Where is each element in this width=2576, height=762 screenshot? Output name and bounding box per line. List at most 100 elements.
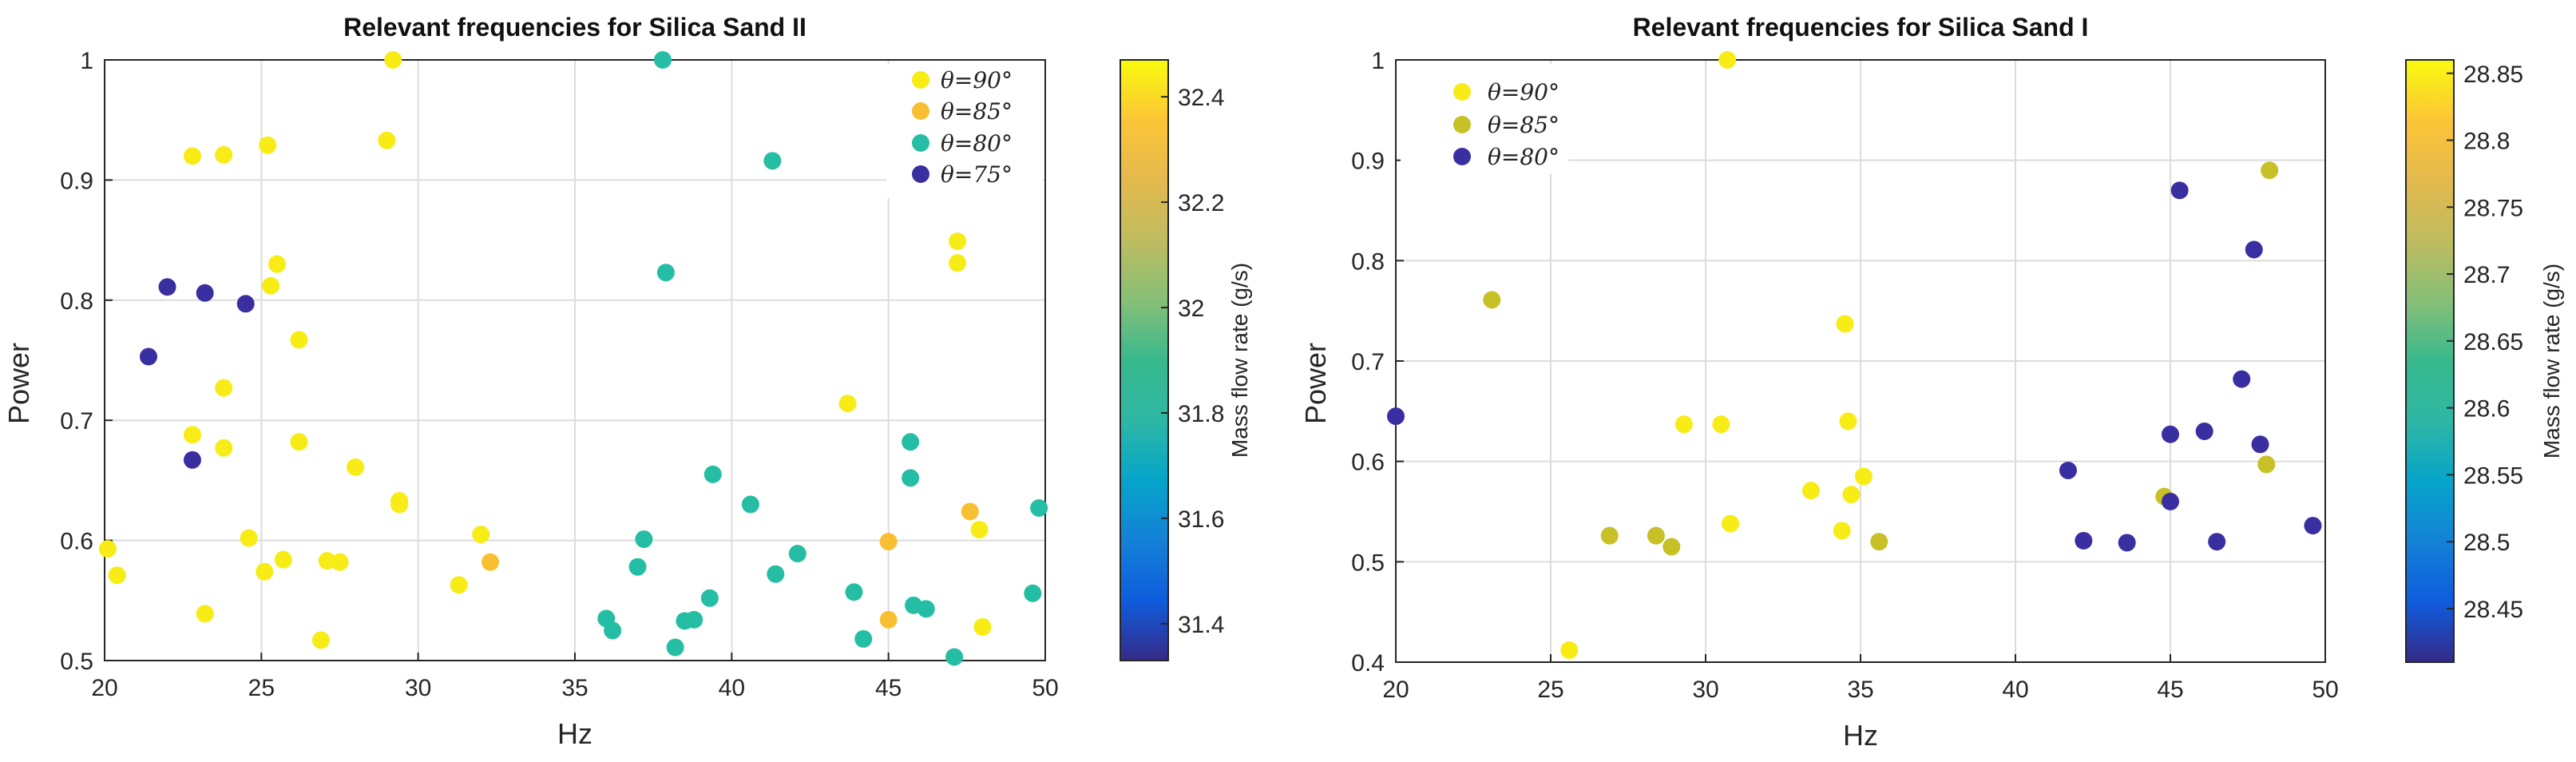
colorbar-tick-label: 28.5: [2463, 530, 2510, 556]
data-point: [196, 284, 214, 302]
y-tick-label: 0.7: [60, 408, 93, 435]
series-4: [139, 278, 255, 469]
data-point: [973, 617, 992, 636]
data-point: [2245, 240, 2263, 259]
data-point: [1483, 291, 1501, 309]
data-point: [2162, 425, 2179, 443]
x-tick-label: 35: [1847, 677, 1873, 703]
legend-box: [1401, 64, 1568, 174]
data-point: [845, 583, 863, 601]
data-point: [98, 540, 117, 558]
y-tick-label: 0.8: [1351, 248, 1385, 275]
x-axis-label: Hz: [1843, 719, 1878, 752]
data-point: [215, 439, 233, 457]
data-point: [1842, 486, 1861, 504]
data-point: [290, 331, 308, 349]
data-point: [879, 610, 898, 629]
data-point: [763, 152, 782, 170]
colorbar-tick-label: 32: [1178, 296, 1204, 322]
data-point: [1674, 415, 1693, 434]
colorbar-tick-label: 28.45: [2463, 597, 2523, 623]
data-point: [347, 458, 365, 476]
data-point: [949, 232, 967, 251]
series-1: [1560, 51, 1873, 659]
data-point: [1718, 51, 1737, 69]
legend-marker: [912, 71, 929, 89]
data-point: [196, 605, 214, 623]
data-point: [311, 631, 330, 649]
x-tick-label: 30: [1692, 677, 1718, 703]
data-point: [2261, 161, 2279, 180]
legend-label: θ=80°: [1488, 144, 1559, 170]
x-tick-label: 20: [1382, 677, 1409, 703]
data-point: [331, 553, 349, 571]
y-tick-label: 0.5: [1351, 550, 1385, 576]
legend-marker: [1453, 148, 1471, 165]
data-point: [378, 131, 396, 149]
data-point: [2208, 533, 2226, 551]
x-axis-label: Hz: [557, 717, 592, 750]
legend-label: θ=80°: [941, 130, 1013, 157]
data-point: [917, 600, 935, 618]
data-point: [139, 347, 157, 366]
data-point: [183, 450, 201, 469]
data-point: [481, 553, 499, 571]
data-point: [390, 495, 409, 514]
data-point: [604, 621, 622, 640]
data-point: [838, 395, 857, 413]
data-point: [666, 638, 684, 657]
colorbar-tick-label: 32.2: [1178, 190, 1224, 216]
data-point: [1600, 526, 1619, 545]
legend: θ=90° θ=85° θ=80° θ=75°: [886, 64, 1043, 198]
data-point: [2233, 370, 2251, 388]
colorbar: 31.4 31.6 31.8 32 32.2 32.4 Mass flow rate (g/…: [1120, 59, 1252, 661]
data-point: [635, 530, 653, 549]
data-point: [2059, 461, 2077, 479]
data-point: [183, 426, 201, 444]
data-point: [259, 136, 277, 154]
data-point: [1833, 522, 1851, 540]
data-point: [1801, 482, 1820, 500]
data-point: [1663, 538, 1681, 556]
legend-marker: [1453, 83, 1471, 101]
y-tick-label: 0.9: [60, 168, 93, 194]
data-point: [628, 558, 647, 576]
colorbar-tick-label: 28.85: [2463, 62, 2523, 88]
data-point: [1560, 641, 1579, 659]
colorbar-tick-label: 28.6: [2463, 396, 2510, 423]
data-point: [945, 648, 964, 666]
data-point: [2257, 455, 2276, 474]
data-point: [215, 145, 233, 164]
data-point: [879, 533, 898, 551]
colorbar: 28.45 28.5 28.55 28.6 28.65 28.7 28.75 28.8 28.8…: [2405, 59, 2564, 663]
data-point: [1839, 412, 1857, 431]
colorbar-tick-label: 31.4: [1178, 612, 1224, 638]
data-point: [183, 147, 201, 165]
data-point: [949, 254, 967, 272]
legend: θ=90° θ=85° θ=80°: [1401, 64, 1568, 174]
data-point: [1836, 315, 1854, 333]
colorbar-tick-label: 28.8: [2463, 129, 2510, 155]
series-1: [98, 51, 992, 649]
data-point: [970, 521, 989, 539]
data-point: [961, 502, 979, 521]
colorbar-tick-label: 31.8: [1178, 401, 1224, 427]
legend-marker: [1453, 116, 1471, 133]
data-point: [1712, 415, 1730, 434]
data-point: [1722, 514, 1740, 533]
data-point: [1854, 467, 1873, 486]
data-point: [653, 51, 672, 69]
colorbar-tick-label: 28.7: [2463, 262, 2510, 288]
data-point: [158, 278, 176, 296]
y-tick-label: 0.5: [60, 649, 93, 675]
data-point: [1870, 533, 1888, 551]
data-point: [2195, 422, 2213, 440]
data-point: [854, 629, 873, 648]
chart-1: 20 25 30 35 40 45 50 0.5 0.6 0.7 0.8 0.9 1 Relevant f…: [2, 13, 1252, 750]
data-point: [290, 433, 308, 451]
data-point: [2162, 492, 2179, 510]
y-tick-label: 0.6: [1351, 450, 1385, 476]
colorbar-label: Mass flow rate (g/s): [1227, 263, 1252, 458]
colorbar-tick-label: 31.6: [1178, 506, 1224, 533]
